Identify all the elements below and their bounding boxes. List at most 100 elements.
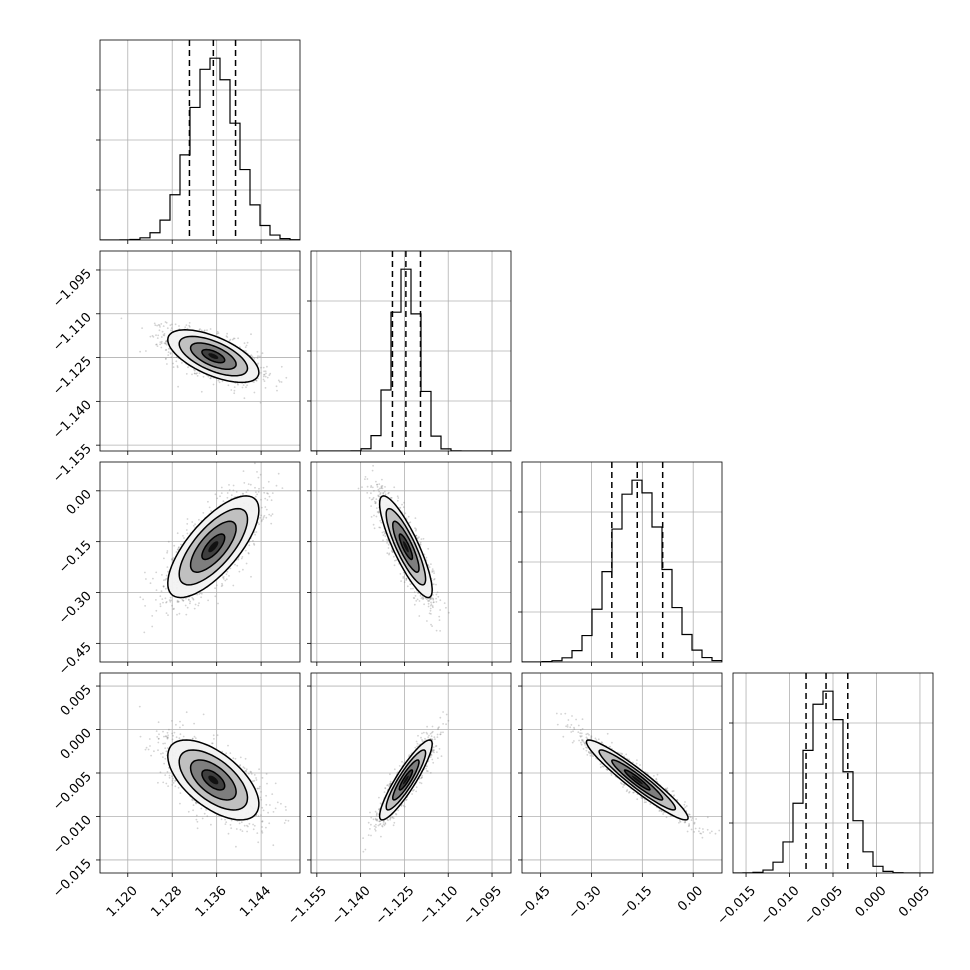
sample-point (412, 587, 414, 590)
sample-point (170, 599, 173, 602)
sample-point (259, 401, 262, 404)
sample-point (151, 615, 154, 617)
sample-point (375, 515, 378, 518)
sample-point (220, 492, 223, 494)
sample-point (384, 493, 387, 496)
sample-point (243, 482, 246, 484)
sample-point (257, 476, 260, 479)
sample-point (253, 381, 255, 383)
sample-point (175, 551, 178, 553)
sample-point (232, 337, 235, 340)
sample-point (188, 599, 190, 601)
sample-point (196, 375, 199, 377)
sample-point (177, 601, 180, 603)
sample-point (379, 526, 382, 529)
sample-point (436, 591, 439, 594)
sample-point (418, 615, 421, 617)
sample-point (377, 510, 380, 513)
sample-point (281, 487, 284, 489)
sample-point (236, 382, 239, 385)
contour-line (178, 507, 249, 586)
sample-point (222, 578, 225, 580)
sample-point (158, 329, 161, 332)
sample-point (260, 366, 262, 369)
sample-point (172, 608, 175, 610)
sample-point (425, 556, 428, 559)
sample-point (390, 496, 392, 499)
sample-point (373, 500, 376, 503)
sample-point (257, 377, 259, 380)
sample-point (168, 599, 171, 602)
sample-point (254, 495, 257, 498)
sample-point (164, 349, 167, 351)
sample-point (430, 563, 432, 565)
contour-line (392, 520, 420, 573)
sample-point (243, 342, 246, 345)
sample-point (165, 343, 168, 346)
sample-point (169, 352, 172, 354)
sample-point (186, 327, 189, 330)
sample-point (176, 532, 179, 535)
sample-point (386, 552, 389, 555)
sample-point (199, 592, 202, 595)
sample-point (157, 324, 160, 326)
sample-point (379, 493, 381, 496)
sample-point (173, 607, 175, 610)
sample-point (228, 575, 230, 577)
sample-point (413, 597, 416, 600)
sample-point (162, 585, 165, 588)
sample-point (166, 327, 169, 330)
sample-point (433, 572, 435, 574)
sample-point (262, 518, 265, 520)
contour-line (201, 533, 226, 561)
sample-point (171, 559, 174, 561)
sample-point (432, 601, 435, 603)
sample-point (260, 514, 263, 517)
sample-point (191, 373, 193, 376)
sample-point (209, 328, 212, 330)
sample-point (426, 598, 428, 601)
sample-point (259, 516, 261, 519)
sample-point (240, 557, 243, 560)
sample-point (432, 601, 435, 604)
sample-point (220, 585, 223, 588)
sample-point (366, 485, 369, 488)
sample-point (278, 380, 281, 383)
sample-point (259, 473, 262, 476)
sample-point (382, 492, 385, 495)
sample-point (196, 593, 199, 596)
sample-point (232, 489, 235, 492)
sample-point (226, 570, 229, 573)
sample-point (165, 574, 168, 577)
sample-point (172, 557, 175, 559)
sample-point (370, 485, 373, 487)
density-peak (403, 541, 409, 553)
sample-point (162, 334, 165, 336)
sample-point (193, 607, 196, 610)
sample-point (402, 506, 405, 509)
sample-point (437, 595, 440, 598)
sample-point (225, 573, 228, 576)
sample-point (378, 490, 381, 493)
sample-point (416, 537, 419, 540)
panel-3-2 (357, 464, 450, 632)
sample-point (390, 497, 393, 499)
sample-point (415, 600, 418, 602)
sample-point (249, 483, 252, 486)
sample-point (419, 541, 422, 544)
sample-point (383, 490, 386, 493)
sample-point (209, 377, 212, 380)
sample-point (185, 597, 187, 600)
sample-point (186, 532, 189, 535)
sample-point (268, 495, 271, 498)
contour-line (178, 335, 249, 377)
sample-point (160, 346, 163, 349)
sample-point (233, 389, 236, 392)
sample-point (376, 486, 379, 488)
panel-4-1 (138, 705, 290, 848)
sample-point (156, 337, 159, 339)
sample-point (422, 597, 425, 600)
sample-point (422, 537, 425, 540)
sample-point (419, 543, 422, 546)
sample-point (280, 381, 283, 383)
